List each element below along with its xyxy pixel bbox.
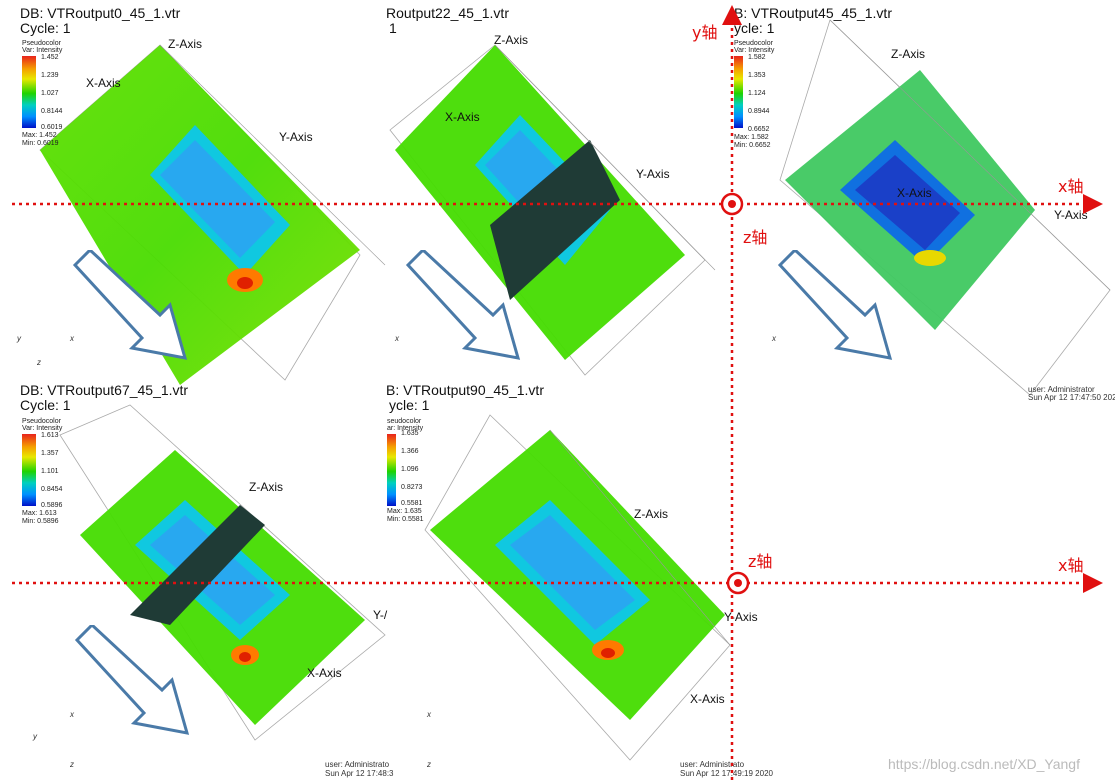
panel-4-legend-name: Pseudocolor — [22, 418, 61, 425]
panel-1-cycle: Cycle: 1 — [20, 20, 71, 36]
panel-5-tick: 1.635 — [401, 430, 419, 437]
panel-2-corner-x: x — [395, 334, 399, 343]
annotation-z-axis-top: z轴 — [743, 228, 768, 247]
panel-2-title: Routput22_45_1.vtr — [386, 5, 509, 21]
panel-1-arrow-icon — [72, 250, 188, 360]
panel-4-tick: 0.5896 — [41, 502, 63, 509]
panel-5-tick: 1.366 — [401, 448, 419, 455]
panel-3-legend-name: Pseudocolor — [734, 40, 773, 47]
panel-5-cycle: ycle: 1 — [389, 397, 430, 413]
panel-2-arrow-icon — [405, 250, 521, 360]
panel-1-min: Min: 0.6019 — [22, 140, 59, 147]
panel-3-y-axis-label: Y-Axis — [1054, 208, 1088, 222]
panel-2-y-axis-label: Y-Axis — [636, 167, 670, 181]
panel-3-tick: 0.6652 — [748, 126, 770, 133]
panel-4-user: user: Administrato — [325, 760, 390, 769]
panel-5-date: Sun Apr 12 17:49:19 2020 — [680, 769, 773, 778]
panel-5-colorbar — [387, 434, 396, 506]
panel-4-colorbar — [22, 434, 36, 506]
panel-2-plot — [389, 44, 716, 376]
panel-1-tick: 1.452 — [41, 54, 59, 61]
panel-4-tick: 1.357 — [41, 450, 59, 457]
panel-4-corner-x: x — [70, 710, 74, 719]
panel-1-legend-name: Pseudocolor — [22, 40, 61, 47]
panel-3-title: B: VTRoutput45_45_1.vtr — [734, 5, 892, 21]
annotation-x-axis-top: x轴 — [1058, 177, 1084, 196]
annotation-x-axis-bottom: x轴 — [1058, 556, 1084, 575]
panel-1-tick: 0.6019 — [41, 124, 63, 131]
panel-5-z-axis-label: Z-Axis — [634, 507, 668, 521]
annotation-y-axis: y轴 — [692, 23, 718, 42]
panel-1-colorbar — [22, 56, 36, 128]
panel-5-legend-var: ar: Intensity — [387, 425, 424, 432]
panel-5-plot — [424, 414, 731, 761]
panel-1-x-axis-label: X-Axis — [86, 76, 121, 90]
panel-3-plot — [779, 19, 1111, 395]
panel-5-tick: 0.5581 — [401, 500, 423, 507]
panel-1-corner-z: z — [37, 358, 41, 367]
panel-5-min: Min: 0.5581 — [387, 516, 424, 523]
panel-5-y-axis-label: Y-Axis — [724, 610, 758, 624]
panel-5-x-axis-label: X-Axis — [690, 692, 725, 706]
panel-3-cycle: ycle: 1 — [734, 20, 775, 36]
panel-3-tick: 1.582 — [748, 54, 766, 61]
panel-4-legend-var: Var: Intensity — [22, 425, 63, 432]
panel-4-date: Sun Apr 12 17:48:3 — [325, 769, 394, 778]
panel-2-x-axis-label: X-Axis — [445, 110, 480, 124]
panel-4-arrow-icon — [74, 625, 190, 735]
panel-3-max: Max: 1.582 — [734, 134, 769, 141]
panel-4-y-axis-label: Y-/ — [373, 608, 388, 622]
panel-3-tick: 1.353 — [748, 72, 766, 79]
panel-3-colorbar — [734, 56, 743, 128]
panel-1-y-axis-label: Y-Axis — [279, 130, 313, 144]
panel-3-z-axis-label: Z-Axis — [891, 47, 925, 61]
panel-3-arrow-icon — [777, 250, 893, 360]
panel-5-tick: 0.8273 — [401, 484, 423, 491]
panel-1-tick: 1.239 — [41, 72, 59, 79]
panel-4-cycle: Cycle: 1 — [20, 397, 71, 413]
panel-5-legend-name: seudocolor — [387, 418, 422, 425]
panel-1-corner-y: y — [17, 334, 21, 343]
panel-1-z-axis-label: Z-Axis — [168, 37, 202, 51]
panel-4-corner-z: z — [70, 760, 74, 769]
panel-4-tick: 1.101 — [41, 468, 59, 475]
panel-3-corner-x: x — [772, 334, 776, 343]
panel-3-x-axis-label: X-Axis — [897, 186, 932, 200]
panel-1-plot — [39, 44, 386, 385]
panel-3-tick: 0.8944 — [748, 108, 770, 115]
panel-1-tick: 0.8144 — [41, 108, 63, 115]
panel-4-plot — [59, 404, 386, 741]
panel-1-tick: 1.027 — [41, 90, 59, 97]
panel-1-corner-x: x — [70, 334, 74, 343]
watermark: https://blog.csdn.net/XD_Yangf — [888, 756, 1080, 772]
annotation-z-axis-bottom: z轴 — [748, 552, 773, 571]
panel-2-z-axis-label: Z-Axis — [494, 33, 528, 47]
panel-5-corner-x: x — [427, 710, 431, 719]
panel-4-min: Min: 0.5896 — [22, 518, 59, 525]
panel-3-date: Sun Apr 12 17:47:50 2020 — [1028, 393, 1115, 402]
panel-4-corner-y: y — [33, 732, 37, 741]
panel-1-legend-var: Var: Intensity — [22, 47, 63, 54]
panel-5-user: user: Administrato — [680, 760, 745, 769]
panel-4-tick: 0.8454 — [41, 486, 63, 493]
panel-4-title: DB: VTRoutput67_45_1.vtr — [20, 382, 189, 398]
panel-3-min: Min: 0.6652 — [734, 142, 771, 149]
panel-5-corner-z: z — [427, 760, 431, 769]
panel-2-cycle: 1 — [389, 20, 397, 36]
panel-5-max: Max: 1.635 — [387, 508, 422, 515]
panel-3-tick: 1.124 — [748, 90, 766, 97]
panel-4-z-axis-label: Z-Axis — [249, 480, 283, 494]
panel-1-title: DB: VTRoutput0_45_1.vtr — [20, 5, 181, 21]
panel-1-max: Max: 1.452 — [22, 132, 57, 139]
panel-3-user: user: Administrator — [1028, 385, 1095, 394]
panel-5-title: B: VTRoutput90_45_1.vtr — [386, 382, 544, 398]
panel-4-max: Max: 1.613 — [22, 510, 57, 517]
panel-3-legend-var: Var: Intensity — [734, 47, 775, 54]
panel-5-tick: 1.096 — [401, 466, 419, 473]
panel-4-tick: 1.613 — [41, 432, 59, 439]
panel-4-x-axis-label: X-Axis — [307, 666, 342, 680]
